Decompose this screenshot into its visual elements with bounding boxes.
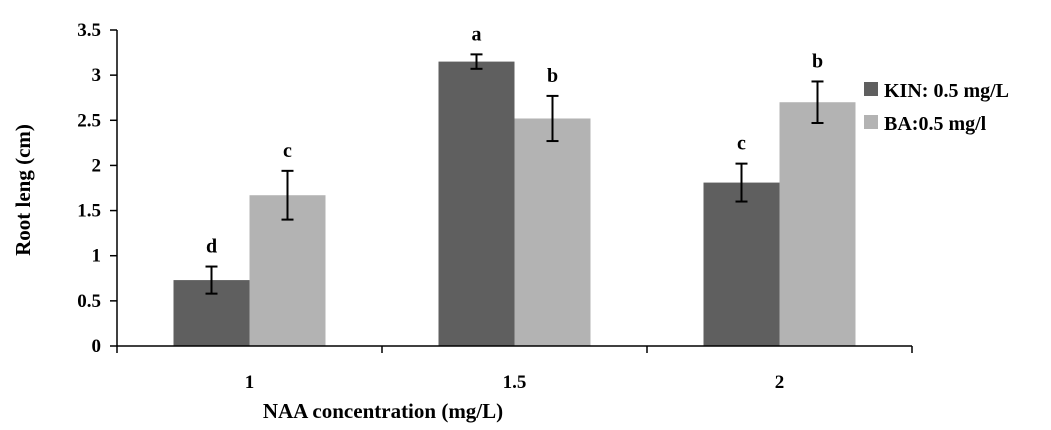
legend: KIN: 0.5 mg/L BA:0.5 mg/l bbox=[864, 80, 1009, 135]
y-tick-label: 3 bbox=[92, 65, 102, 86]
significance-letter: d bbox=[206, 236, 217, 258]
y-tick-label: 1.5 bbox=[77, 201, 101, 222]
axes-layer: 1 1.5 2 0 0.5 1 1.5 2 2.5 3 3.5 bbox=[77, 20, 913, 393]
bar-series2-2 bbox=[779, 102, 856, 346]
significance-letter: b bbox=[812, 50, 823, 72]
significance-letter: a bbox=[472, 23, 482, 45]
legend-swatch-series1 bbox=[864, 82, 878, 96]
y-tick-label: 0.5 bbox=[77, 291, 101, 312]
y-axis-title: Root leng (cm) bbox=[11, 124, 35, 256]
significance-letter: b bbox=[547, 65, 558, 87]
legend-label-series1: KIN: 0.5 mg/L bbox=[884, 80, 1009, 102]
bar-series1-1_5 bbox=[438, 61, 515, 346]
y-tick-label: 2 bbox=[92, 155, 102, 176]
error-bars-layer bbox=[205, 53, 824, 295]
x-tick-label: 2 bbox=[775, 372, 785, 393]
x-axis-title: NAA concentration (mg/L) bbox=[263, 399, 503, 423]
x-tick-label: 1.5 bbox=[503, 372, 527, 393]
bar-series1-2 bbox=[703, 182, 780, 346]
y-tick-label: 1 bbox=[92, 246, 102, 267]
y-tick-label: 3.5 bbox=[77, 20, 101, 41]
significance-letters-layer: d c a b c b bbox=[206, 23, 823, 257]
significance-letter: c bbox=[283, 140, 292, 162]
legend-label-series2: BA:0.5 mg/l bbox=[884, 113, 987, 135]
y-tick-label: 2.5 bbox=[77, 110, 101, 131]
y-tick-label: 0 bbox=[92, 336, 102, 357]
bars-layer bbox=[173, 61, 856, 346]
x-tick-label: 1 bbox=[245, 372, 255, 393]
legend-swatch-series2 bbox=[864, 115, 878, 129]
bar-series2-1_5 bbox=[514, 118, 591, 346]
significance-letter: c bbox=[737, 133, 746, 155]
